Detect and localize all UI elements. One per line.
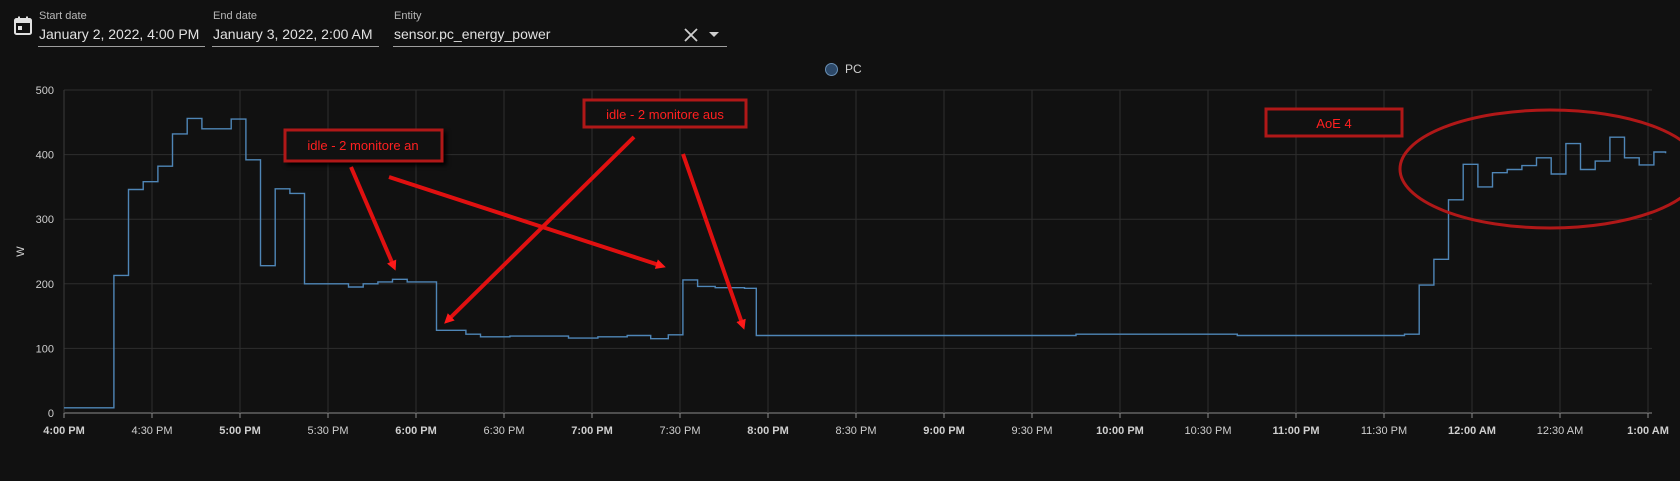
x-tick-label: 11:30 PM [1361, 425, 1407, 437]
y-tick-label: 100 [36, 343, 54, 355]
x-tick-label: 7:30 PM [660, 425, 701, 437]
end-date-label: End date [213, 10, 258, 22]
series-line-pc[interactable] [64, 117, 1667, 409]
legend-label: PC [845, 62, 862, 76]
annotation-text-aoe: AoE 4 [1316, 116, 1351, 131]
start-date-field[interactable]: Start date January 2, 2022, 4:00 PM [38, 10, 205, 47]
y-tick-label: 500 [36, 85, 54, 97]
x-tick-label: 8:00 PM [747, 425, 789, 437]
axis-labels: 0 100 200 300 400 500 4:00 PM 4:30 PM 5:00 PM 5:3… [15, 85, 1669, 437]
series-layer [64, 117, 1667, 409]
x-tick-label: 9:30 PM [1012, 425, 1053, 437]
entity-value[interactable]: sensor.pc_energy_power [394, 26, 551, 42]
y-tick-label: 400 [36, 150, 54, 162]
y-tick-label: 0 [48, 408, 54, 420]
annotation-arrow-4 [681, 153, 746, 330]
x-tick-label: 5:30 PM [308, 425, 349, 437]
annotation-arrow-3 [444, 135, 636, 324]
x-tick-label: 4:00 PM [43, 425, 85, 437]
annotation-box-monitors-off [582, 98, 748, 129]
entity-field[interactable]: Entity sensor.pc_energy_power [393, 10, 727, 47]
y-axis-title: W [15, 246, 27, 257]
annotation-arrow-2 [388, 175, 666, 269]
annotation-text-monitors-off: idle - 2 monitore aus [606, 107, 724, 122]
annotation-ellipse [1398, 108, 1680, 230]
toolbar: Start date January 2, 2022, 4:00 PM End … [0, 0, 1680, 50]
x-tick-label: 12:00 AM [1448, 425, 1496, 437]
x-tick-label: 8:30 PM [836, 425, 877, 437]
start-date-value[interactable]: January 2, 2022, 4:00 PM [39, 26, 200, 42]
end-date-field[interactable]: End date January 3, 2022, 2:00 AM [212, 10, 379, 47]
calendar-icon[interactable] [13, 16, 33, 36]
chart-legend[interactable]: PC [825, 62, 862, 76]
x-tick-label: 9:00 PM [923, 425, 965, 437]
x-tick-label: 7:00 PM [571, 425, 613, 437]
x-tick-label: 4:30 PM [132, 425, 173, 437]
close-icon[interactable] [683, 27, 699, 43]
y-tick-label: 200 [36, 279, 54, 291]
dropdown-arrow-icon[interactable] [709, 32, 719, 37]
annotation-text-monitors-on: idle - 2 monitore an [307, 138, 418, 153]
annotation-box-monitors-on [283, 128, 444, 163]
y-tick-label: 300 [36, 214, 54, 226]
x-tick-label: 12:30 AM [1537, 425, 1583, 437]
x-tick-label: 6:00 PM [395, 425, 437, 437]
annotation-box-aoe [1264, 107, 1404, 138]
x-tick-label: 6:30 PM [484, 425, 525, 437]
x-tick-label: 10:30 PM [1184, 425, 1231, 437]
x-tick-label: 5:00 PM [219, 425, 261, 437]
x-tick-label: 10:00 PM [1096, 425, 1144, 437]
annotation-arrow-1 [349, 166, 397, 271]
x-tick-label: 11:00 PM [1272, 425, 1319, 437]
end-date-value[interactable]: January 3, 2022, 2:00 AM [213, 26, 373, 42]
x-tick-label: 1:00 AM [1627, 425, 1669, 437]
legend-swatch [825, 62, 838, 76]
start-date-label: Start date [39, 10, 87, 22]
annotations-layer: idle - 2 monitore an idle - 2 monitore a… [283, 98, 1680, 330]
entity-label: Entity [394, 10, 422, 22]
